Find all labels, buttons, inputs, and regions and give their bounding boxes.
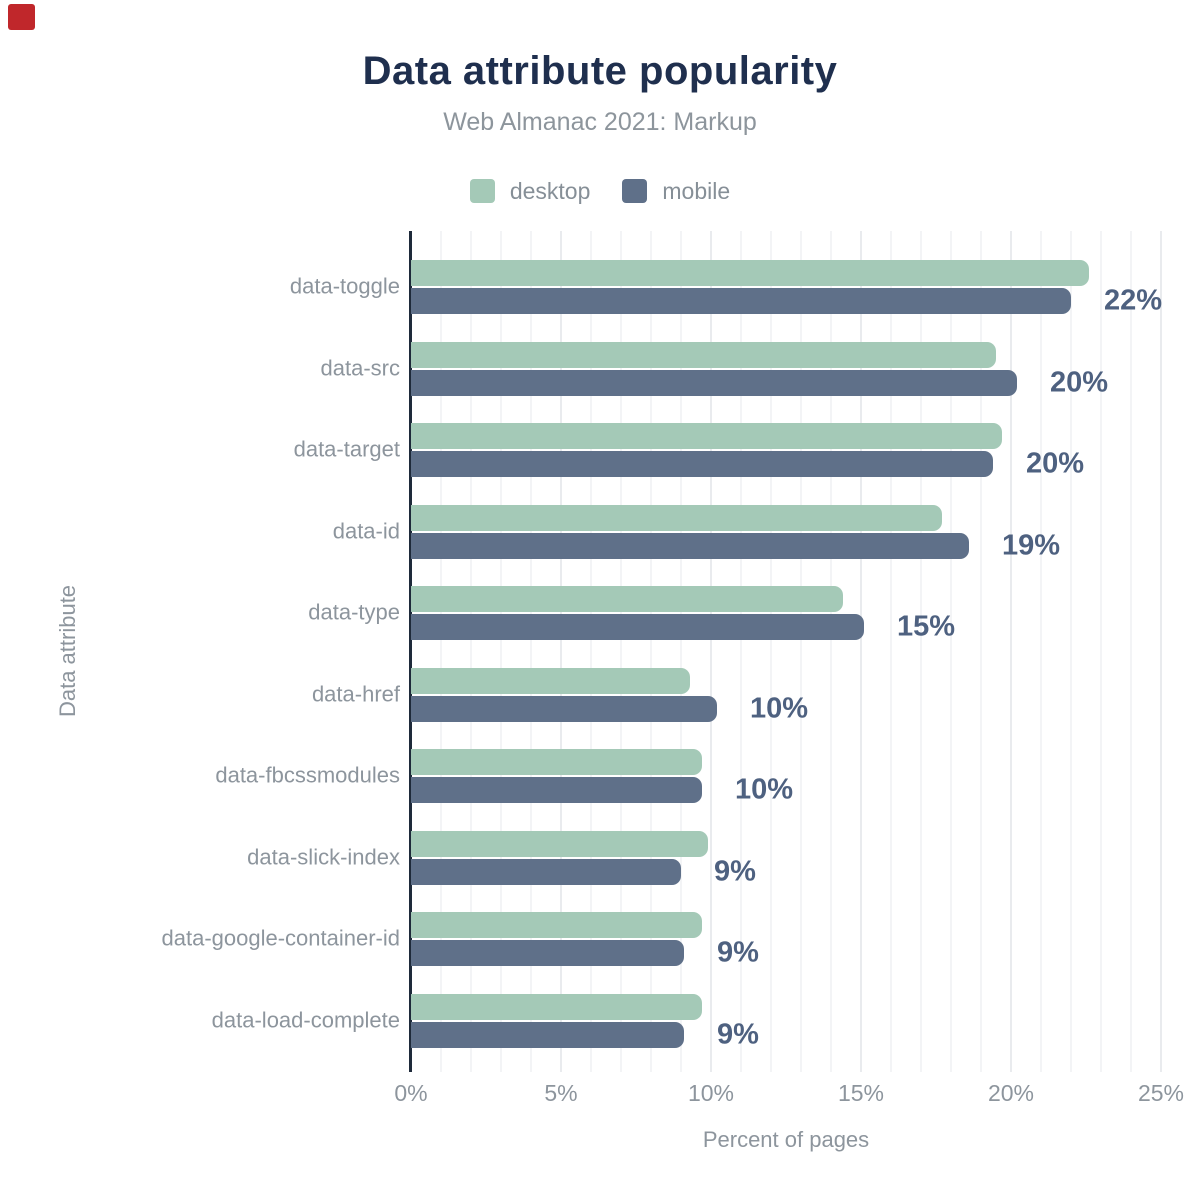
value-label: 9% xyxy=(717,936,759,969)
value-label: 9% xyxy=(717,1018,759,1050)
gridline xyxy=(950,231,952,1072)
chart-title: Data attribute popularity xyxy=(362,49,838,93)
value-label: 20% xyxy=(1050,366,1109,398)
gridline xyxy=(860,231,862,1072)
x-tick-label: 15% xyxy=(837,1080,885,1106)
gridline xyxy=(890,231,892,1072)
x-tick-label: 25% xyxy=(1137,1080,1185,1106)
desktop-bar xyxy=(411,749,702,775)
gridline xyxy=(1100,231,1102,1072)
mobile-bar xyxy=(411,614,864,640)
gridline xyxy=(800,231,802,1072)
gridline xyxy=(620,231,622,1072)
desktop-bar xyxy=(411,260,1089,286)
y-axis-line xyxy=(409,231,412,1072)
value-label: 19% xyxy=(1002,529,1061,561)
gridline xyxy=(560,231,562,1072)
mobile-bar xyxy=(411,695,717,722)
mobile-bar xyxy=(411,858,681,885)
category-label: data-slick-index xyxy=(247,844,400,870)
gridline xyxy=(500,231,502,1072)
mobile-bar xyxy=(411,288,1071,314)
value-label: 10% xyxy=(735,773,794,806)
gridline xyxy=(650,231,652,1072)
category-label: data-id xyxy=(332,518,400,544)
mobile-bar xyxy=(411,777,702,803)
gridline xyxy=(1130,231,1132,1072)
desktop-swatch-icon xyxy=(469,179,495,203)
category-label: data-href xyxy=(311,681,400,707)
chart-subtitle: Web Almanac 2021: Markup xyxy=(443,108,757,136)
x-tick-label: 10% xyxy=(687,1080,735,1106)
gridline xyxy=(920,231,922,1072)
value-label: 22% xyxy=(1104,284,1163,317)
value-label: 20% xyxy=(1026,447,1085,480)
legend-label-mobile: mobile xyxy=(662,177,731,204)
gridline xyxy=(980,231,982,1072)
x-tick-label: 0% xyxy=(394,1080,428,1106)
legend: desktop mobile xyxy=(0,176,1200,206)
mobile-bar xyxy=(411,532,969,559)
value-label: 9% xyxy=(714,855,756,887)
gridline xyxy=(710,231,712,1072)
mobile-swatch-icon xyxy=(622,179,648,203)
gridline xyxy=(1070,231,1072,1072)
desktop-bar xyxy=(411,667,690,694)
gridline xyxy=(1010,231,1012,1072)
recording-indicator xyxy=(8,4,35,30)
gridline xyxy=(590,231,592,1072)
desktop-bar xyxy=(411,423,1002,449)
value-label: 10% xyxy=(750,692,809,724)
x-axis-title: Percent of pages xyxy=(702,1127,870,1152)
y-axis-title: Data attribute xyxy=(55,584,80,718)
gridline xyxy=(830,231,832,1072)
gridline xyxy=(1160,231,1162,1072)
gridline xyxy=(470,231,472,1072)
category-label: data-src xyxy=(320,355,400,381)
x-tick-label: 20% xyxy=(987,1080,1035,1106)
gridline xyxy=(440,231,442,1072)
category-label: data-type xyxy=(308,599,400,625)
category-label: data-fbcssmodules xyxy=(215,762,400,788)
gridline xyxy=(740,231,742,1072)
desktop-bar xyxy=(411,912,702,938)
category-label: data-google-container-id xyxy=(161,925,401,951)
category-label: data-load-complete xyxy=(211,1007,400,1033)
desktop-bar xyxy=(411,504,942,531)
gridline xyxy=(1040,231,1042,1072)
mobile-bar xyxy=(411,1021,684,1048)
desktop-bar xyxy=(411,341,996,368)
mobile-bar xyxy=(411,451,993,477)
legend-item-desktop[interactable]: desktop xyxy=(469,177,591,205)
value-label: 15% xyxy=(897,610,956,643)
desktop-bar xyxy=(411,586,843,612)
mobile-bar xyxy=(411,369,1017,396)
category-label: data-toggle xyxy=(289,273,400,299)
gridline xyxy=(770,231,772,1072)
x-tick-label: 5% xyxy=(544,1080,578,1106)
desktop-bar xyxy=(411,830,708,857)
legend-item-mobile[interactable]: mobile xyxy=(622,178,730,205)
desktop-bar xyxy=(411,993,702,1020)
mobile-bar xyxy=(411,940,684,966)
gridline xyxy=(680,231,682,1072)
legend-label-desktop: desktop xyxy=(509,177,591,204)
gridline xyxy=(530,231,532,1072)
category-label: data-target xyxy=(293,436,400,462)
